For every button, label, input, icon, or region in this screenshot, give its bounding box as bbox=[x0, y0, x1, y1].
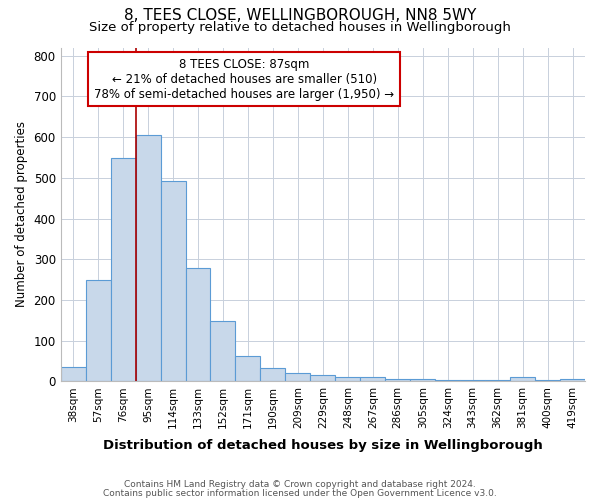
Bar bbox=[360, 378, 385, 382]
Bar bbox=[235, 356, 260, 382]
Bar bbox=[560, 380, 585, 382]
Bar bbox=[435, 380, 460, 382]
Bar bbox=[535, 380, 560, 382]
Bar bbox=[161, 180, 185, 382]
Bar bbox=[260, 368, 286, 382]
Text: Size of property relative to detached houses in Wellingborough: Size of property relative to detached ho… bbox=[89, 22, 511, 35]
Text: 8 TEES CLOSE: 87sqm
← 21% of detached houses are smaller (510)
78% of semi-detac: 8 TEES CLOSE: 87sqm ← 21% of detached ho… bbox=[94, 58, 394, 100]
Bar bbox=[510, 378, 535, 382]
Bar bbox=[86, 280, 110, 382]
Bar bbox=[460, 380, 485, 382]
Bar bbox=[211, 321, 235, 382]
Text: Contains public sector information licensed under the Open Government Licence v3: Contains public sector information licen… bbox=[103, 488, 497, 498]
Bar bbox=[410, 380, 435, 382]
Bar bbox=[485, 380, 510, 382]
Bar bbox=[185, 268, 211, 382]
Bar bbox=[310, 376, 335, 382]
Bar bbox=[385, 380, 410, 382]
Text: 8, TEES CLOSE, WELLINGBOROUGH, NN8 5WY: 8, TEES CLOSE, WELLINGBOROUGH, NN8 5WY bbox=[124, 8, 476, 22]
Bar bbox=[110, 158, 136, 382]
Bar bbox=[61, 367, 86, 382]
Y-axis label: Number of detached properties: Number of detached properties bbox=[15, 122, 28, 308]
Text: Contains HM Land Registry data © Crown copyright and database right 2024.: Contains HM Land Registry data © Crown c… bbox=[124, 480, 476, 489]
Bar bbox=[335, 376, 360, 382]
X-axis label: Distribution of detached houses by size in Wellingborough: Distribution of detached houses by size … bbox=[103, 440, 543, 452]
Bar bbox=[136, 136, 161, 382]
Bar bbox=[286, 374, 310, 382]
